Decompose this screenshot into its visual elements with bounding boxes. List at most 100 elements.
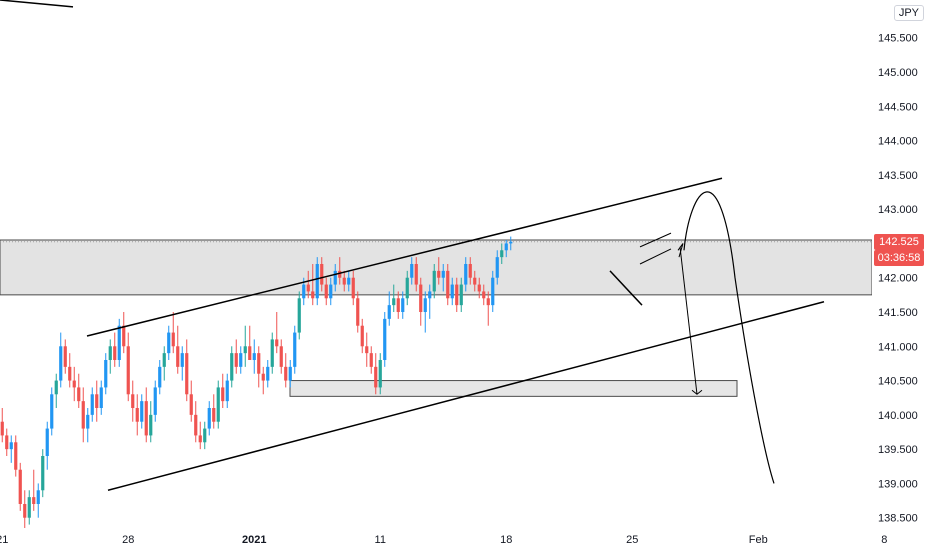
y-tick-label: 140.000 [878,410,918,422]
candle-body [149,414,153,436]
candle-body [252,353,256,360]
candle-body [90,394,94,415]
y-tick-label: 141.000 [878,341,918,353]
price-scale [872,0,932,550]
candle-body [0,421,4,436]
candle-body [414,264,418,285]
bar-countdown-tag: 03:36:58 [874,249,924,266]
candle-body [171,332,175,347]
x-tick-label: Feb [749,534,768,546]
candle-body [324,284,328,299]
candle-body [117,325,121,360]
projection-curve [683,191,775,484]
candle-body [378,360,382,388]
candle-body [387,305,391,319]
candle-body [5,435,9,450]
x-tick-label: 28 [122,534,134,546]
channel-lower-line [107,300,825,492]
candle-body [18,469,22,504]
candle-body [41,456,45,491]
y-tick-label: 145.500 [878,33,918,45]
candle-body [477,284,481,292]
candle-body [77,387,81,402]
candle-body [504,243,508,251]
candle-body [342,277,346,285]
y-tick-label: 143.500 [878,170,918,182]
candle-body [176,346,180,367]
candle-body [45,428,49,456]
candle-body [248,346,252,360]
candle-body [9,442,13,450]
y-tick-label: 139.500 [878,444,918,456]
candle-body [122,325,126,347]
candle-body [293,332,297,367]
candle-body [356,298,360,326]
candle-body [203,428,207,443]
candle-body [315,264,319,299]
candle-body [473,277,477,285]
x-tick-label: 11 [375,534,386,546]
candle-body [32,497,36,504]
wedge-lower-line [639,248,672,265]
candle-body [279,346,283,367]
x-tick-label: 8 [881,534,887,546]
candle-body [239,353,243,367]
candle-body [243,346,247,354]
candle-body [419,284,423,312]
candle-body [135,408,139,422]
candle-body [99,387,103,408]
candle-body [180,353,184,367]
candle-body [131,394,135,408]
wedge-upper-line [639,232,672,248]
flag-breakout-line [609,270,643,306]
candle-body [495,257,499,278]
candle-body [225,380,229,402]
candle-body [374,366,378,388]
candle-body [126,346,130,395]
candle-body [158,366,162,388]
candle-body [288,366,292,381]
candle-body [329,284,333,299]
x-tick-label: 18 [500,534,512,546]
trend-line-top-left [0,0,74,8]
candle-body [36,490,40,504]
candle-body [360,325,364,347]
y-tick-label: 143.000 [878,204,918,216]
candle-body [23,504,27,518]
candle-body [14,442,18,470]
candle-body [311,291,315,299]
candle-body [306,284,310,292]
candle-body [455,284,459,306]
candle-body [401,298,405,312]
y-tick-label: 140.500 [878,376,918,388]
candle-body [50,394,54,429]
candle-body [185,353,189,395]
candle-body [437,270,441,278]
candle-body [450,284,454,299]
candle-body [153,387,157,415]
candle-body [72,380,76,388]
candle-body [68,366,72,381]
candle-body [140,401,144,422]
candle-body [266,366,270,381]
candle-body [230,353,234,381]
projection-arrow-down [679,246,698,395]
projection-small-arrow [677,243,684,258]
candle-body [369,353,373,367]
candle-body [509,241,513,244]
last-price-tag: 142.525 [874,233,924,250]
candle-body [347,277,351,285]
candle-body [428,291,432,299]
candle-body [216,387,220,422]
candle-body [104,360,108,388]
candle-body [63,346,67,367]
y-tick-label: 139.000 [878,478,918,490]
candle-body [446,270,450,299]
currency-label[interactable]: JPY [893,5,924,21]
candle-body [302,284,306,299]
y-tick-label: 144.500 [878,101,918,113]
candle-body [234,353,238,367]
x-tick-label: 21 [0,534,8,546]
candle-body [365,346,369,354]
